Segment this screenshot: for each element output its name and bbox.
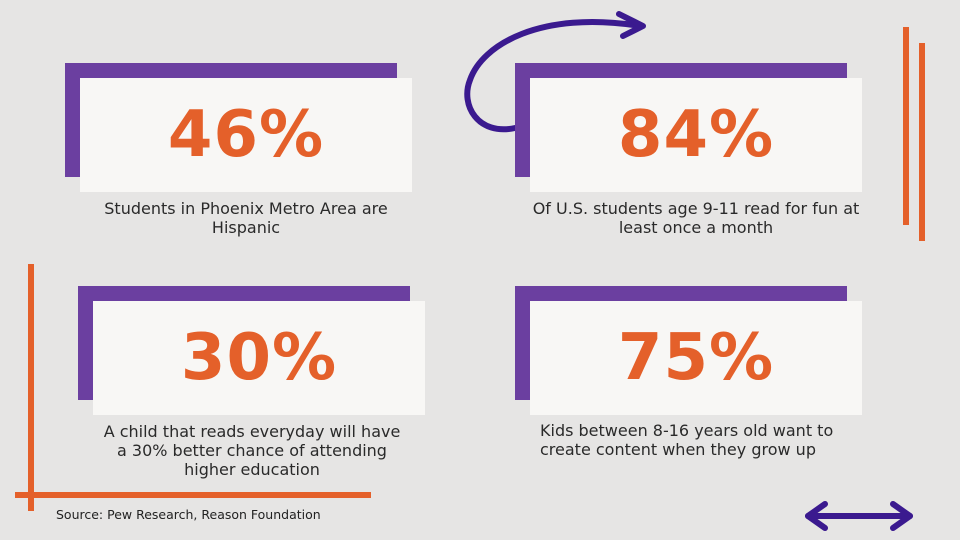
stat-value: 46% (167, 98, 325, 172)
source-note: Source: Pew Research, Reason Foundation (56, 507, 321, 522)
orange-bar-right-2 (919, 43, 925, 241)
stat-caption: Kids between 8-16 years old want to crea… (540, 421, 834, 459)
orange-bar-right-1 (903, 27, 909, 225)
stat-caption: Of U.S. students age 9-11 read for fun a… (532, 199, 860, 237)
stat-value: 84% (617, 98, 775, 172)
orange-bar-left-horizontal (15, 492, 371, 498)
stat-value: 75% (617, 321, 775, 395)
card-box: 84% (530, 78, 862, 192)
stat-value: 30% (180, 321, 338, 395)
stat-caption: A child that reads everyday will have a … (103, 422, 401, 479)
card-box: 75% (530, 301, 862, 415)
card-box: 30% (93, 301, 425, 415)
orange-bar-left-vertical (28, 264, 34, 511)
card-box: 46% (80, 78, 412, 192)
stat-caption: Students in Phoenix Metro Area are Hispa… (104, 199, 388, 237)
double-arrow-icon (805, 501, 913, 531)
